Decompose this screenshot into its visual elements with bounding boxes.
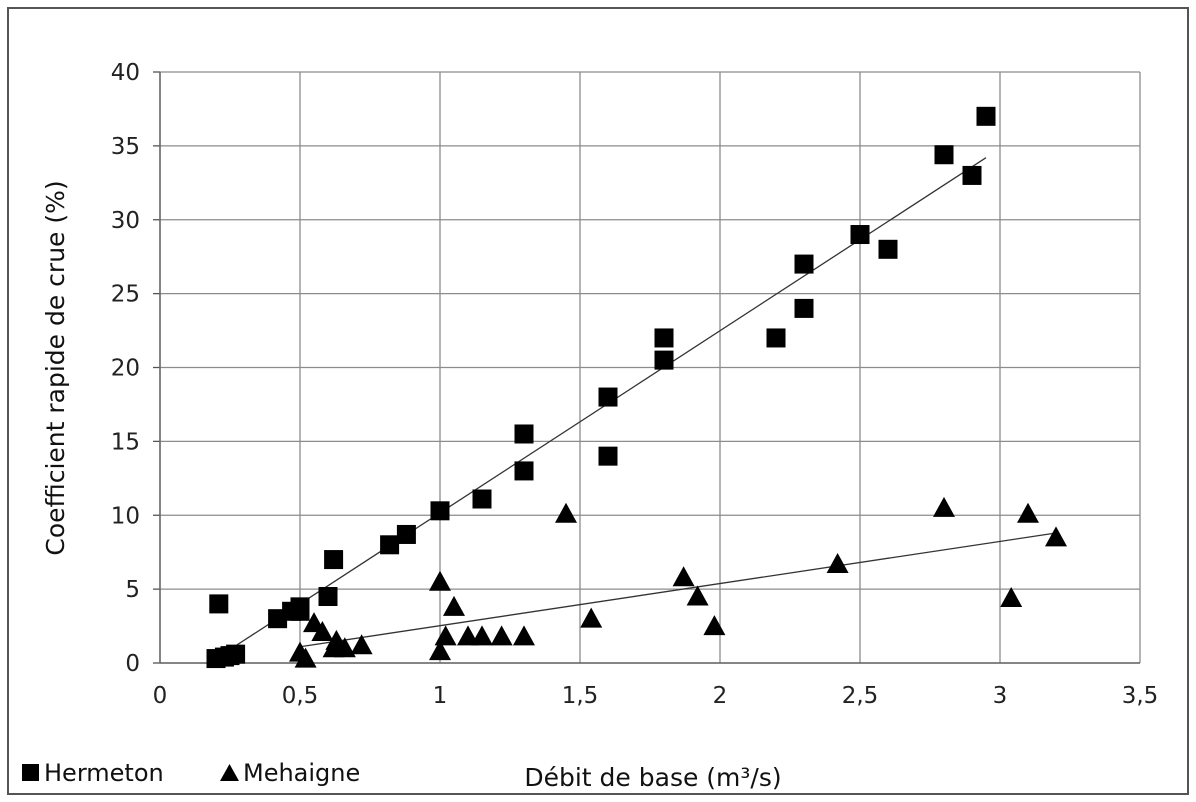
y-tick-label: 30 xyxy=(111,208,140,234)
y-tick-label: 20 xyxy=(111,356,140,382)
x-tick-label: 3 xyxy=(993,683,1008,709)
point-mehaigne xyxy=(672,566,695,587)
point-hermeton xyxy=(934,145,954,165)
data-points xyxy=(206,106,1067,669)
point-hermeton xyxy=(878,239,898,259)
point-hermeton xyxy=(794,254,814,274)
point-hermeton xyxy=(226,644,246,664)
point-mehaigne xyxy=(443,595,465,616)
point-hermeton xyxy=(396,524,416,544)
y-tick-label: 40 xyxy=(111,60,140,86)
point-mehaigne xyxy=(1000,586,1023,607)
point-hermeton xyxy=(962,165,982,185)
point-mehaigne xyxy=(1045,526,1067,547)
tick-labels: 0 0,5 1 1,5 2 2,5 3 3,5 0 5 10 15 20 25 30 35 40 xyxy=(111,60,1159,709)
point-mehaigne xyxy=(457,625,479,646)
point-hermeton xyxy=(472,489,492,509)
x-tick-label: 2 xyxy=(713,683,728,709)
point-hermeton xyxy=(318,587,338,607)
point-hermeton xyxy=(514,424,534,444)
point-hermeton xyxy=(324,550,344,570)
y-axis-title: Coefficient rapide de crue (%) xyxy=(41,180,70,555)
x-tick-label: 1 xyxy=(433,683,448,709)
point-mehaigne xyxy=(429,640,451,661)
point-hermeton xyxy=(794,298,814,318)
point-hermeton xyxy=(290,601,310,621)
legend-label-hermeton: Hermeton xyxy=(44,759,164,787)
point-mehaigne xyxy=(350,634,373,655)
point-mehaigne xyxy=(294,647,317,668)
point-mehaigne xyxy=(490,625,513,646)
point-mehaigne xyxy=(703,615,726,636)
point-hermeton xyxy=(766,328,786,348)
point-hermeton xyxy=(598,446,618,466)
legend-marker-mehaigne xyxy=(220,764,239,781)
point-hermeton xyxy=(654,328,674,348)
legend: Hermeton Mehaigne xyxy=(22,759,360,787)
x-tick-label: 2,5 xyxy=(842,683,879,709)
point-mehaigne xyxy=(580,607,603,628)
trendline-mehaigne xyxy=(299,532,1057,648)
point-mehaigne xyxy=(686,585,709,606)
point-mehaigne xyxy=(311,620,334,641)
point-hermeton xyxy=(514,461,534,481)
point-mehaigne xyxy=(555,502,577,523)
point-mehaigne xyxy=(333,637,356,658)
point-mehaigne xyxy=(471,625,493,646)
x-tick-label: 1,5 xyxy=(562,683,599,709)
y-tick-label: 35 xyxy=(111,134,140,160)
point-hermeton xyxy=(209,594,229,614)
x-axis-title: Débit de base (m³/s) xyxy=(524,763,781,792)
y-tick-label: 25 xyxy=(111,282,140,308)
point-mehaigne xyxy=(429,570,451,591)
legend-label-mehaigne: Mehaigne xyxy=(243,759,360,787)
chart-frame xyxy=(7,7,1189,795)
point-mehaigne xyxy=(1017,502,1039,523)
y-tick-label: 15 xyxy=(111,429,140,455)
x-tick-label: 0,5 xyxy=(282,683,319,709)
y-tick-label: 10 xyxy=(111,503,140,529)
y-tick-label: 0 xyxy=(125,651,140,677)
point-hermeton xyxy=(976,106,996,126)
point-mehaigne xyxy=(513,625,535,646)
y-tick-label: 5 xyxy=(125,577,140,603)
point-mehaigne xyxy=(933,496,955,517)
point-hermeton xyxy=(430,501,450,521)
point-mehaigne xyxy=(826,553,849,574)
point-mehaigne xyxy=(434,625,457,646)
x-tick-label: 3,5 xyxy=(1122,683,1159,709)
x-tick-label: 0 xyxy=(153,683,168,709)
point-hermeton xyxy=(598,387,618,407)
point-hermeton xyxy=(654,350,674,370)
point-hermeton xyxy=(380,535,400,555)
legend-marker-hermeton xyxy=(22,764,39,781)
point-hermeton xyxy=(850,225,870,245)
